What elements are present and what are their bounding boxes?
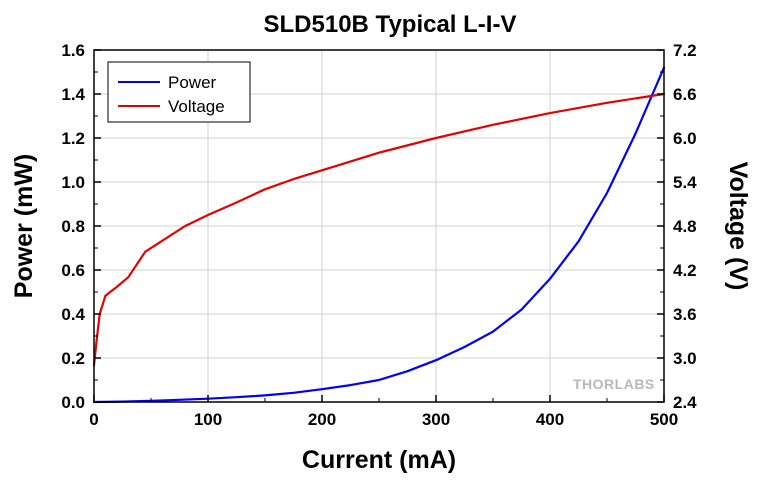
legend-box [107, 61, 251, 123]
chart-title: SLD510B Typical L-I-V [264, 11, 517, 38]
y-tick-label: 1.6 [61, 41, 85, 60]
series-line-power [92, 66, 666, 404]
y-tick-label: 0.0 [61, 393, 85, 412]
y-tick-label: 0.4 [61, 305, 85, 324]
x-axis-title: Current (mA) [302, 446, 456, 474]
y-tick-label: 0.6 [61, 261, 85, 280]
x-tick-label: 500 [650, 410, 678, 429]
legend-voltage-label: Voltage [168, 97, 225, 116]
x-tick-label: 200 [308, 410, 336, 429]
y2-tick-label: 2.4 [673, 393, 697, 412]
y2-tick-label: 3.6 [673, 305, 697, 324]
y2-tick-label: 3.0 [673, 349, 697, 368]
x-tick-label: 0 [89, 410, 98, 429]
y-tick-label: 0.2 [61, 349, 85, 368]
legend: Power Voltage [107, 61, 251, 123]
y2-axis-title: Voltage (V) [724, 162, 752, 291]
tick-labels: 0 100 200 300 400 500 0.0 0.2 0.4 0.6 0.8 1.0 1.2 1.4… [61, 41, 697, 429]
series-line-voltage [92, 92, 666, 367]
x-tick-label: 300 [422, 410, 450, 429]
y-tick-label: 1.4 [61, 85, 85, 104]
x-tick-label: 400 [536, 410, 564, 429]
series-layer [92, 66, 666, 404]
y2-tick-label: 6.0 [673, 129, 697, 148]
y-tick-label: 0.8 [61, 217, 85, 236]
y-tick-label: 1.0 [61, 173, 85, 192]
x-tick-label: 100 [194, 410, 222, 429]
y2-tick-label: 4.8 [673, 217, 697, 236]
y2-tick-label: 7.2 [673, 41, 697, 60]
y2-tick-label: 6.6 [673, 85, 697, 104]
legend-power-label: Power [168, 73, 217, 92]
thorlabs-watermark: THORLABS [573, 376, 655, 392]
y-tick-label: 1.2 [61, 129, 85, 148]
ticks [93, 49, 665, 403]
y2-tick-label: 4.2 [673, 261, 697, 280]
y-axis-title: Power (mW) [10, 154, 38, 298]
y2-tick-label: 5.4 [673, 173, 697, 192]
